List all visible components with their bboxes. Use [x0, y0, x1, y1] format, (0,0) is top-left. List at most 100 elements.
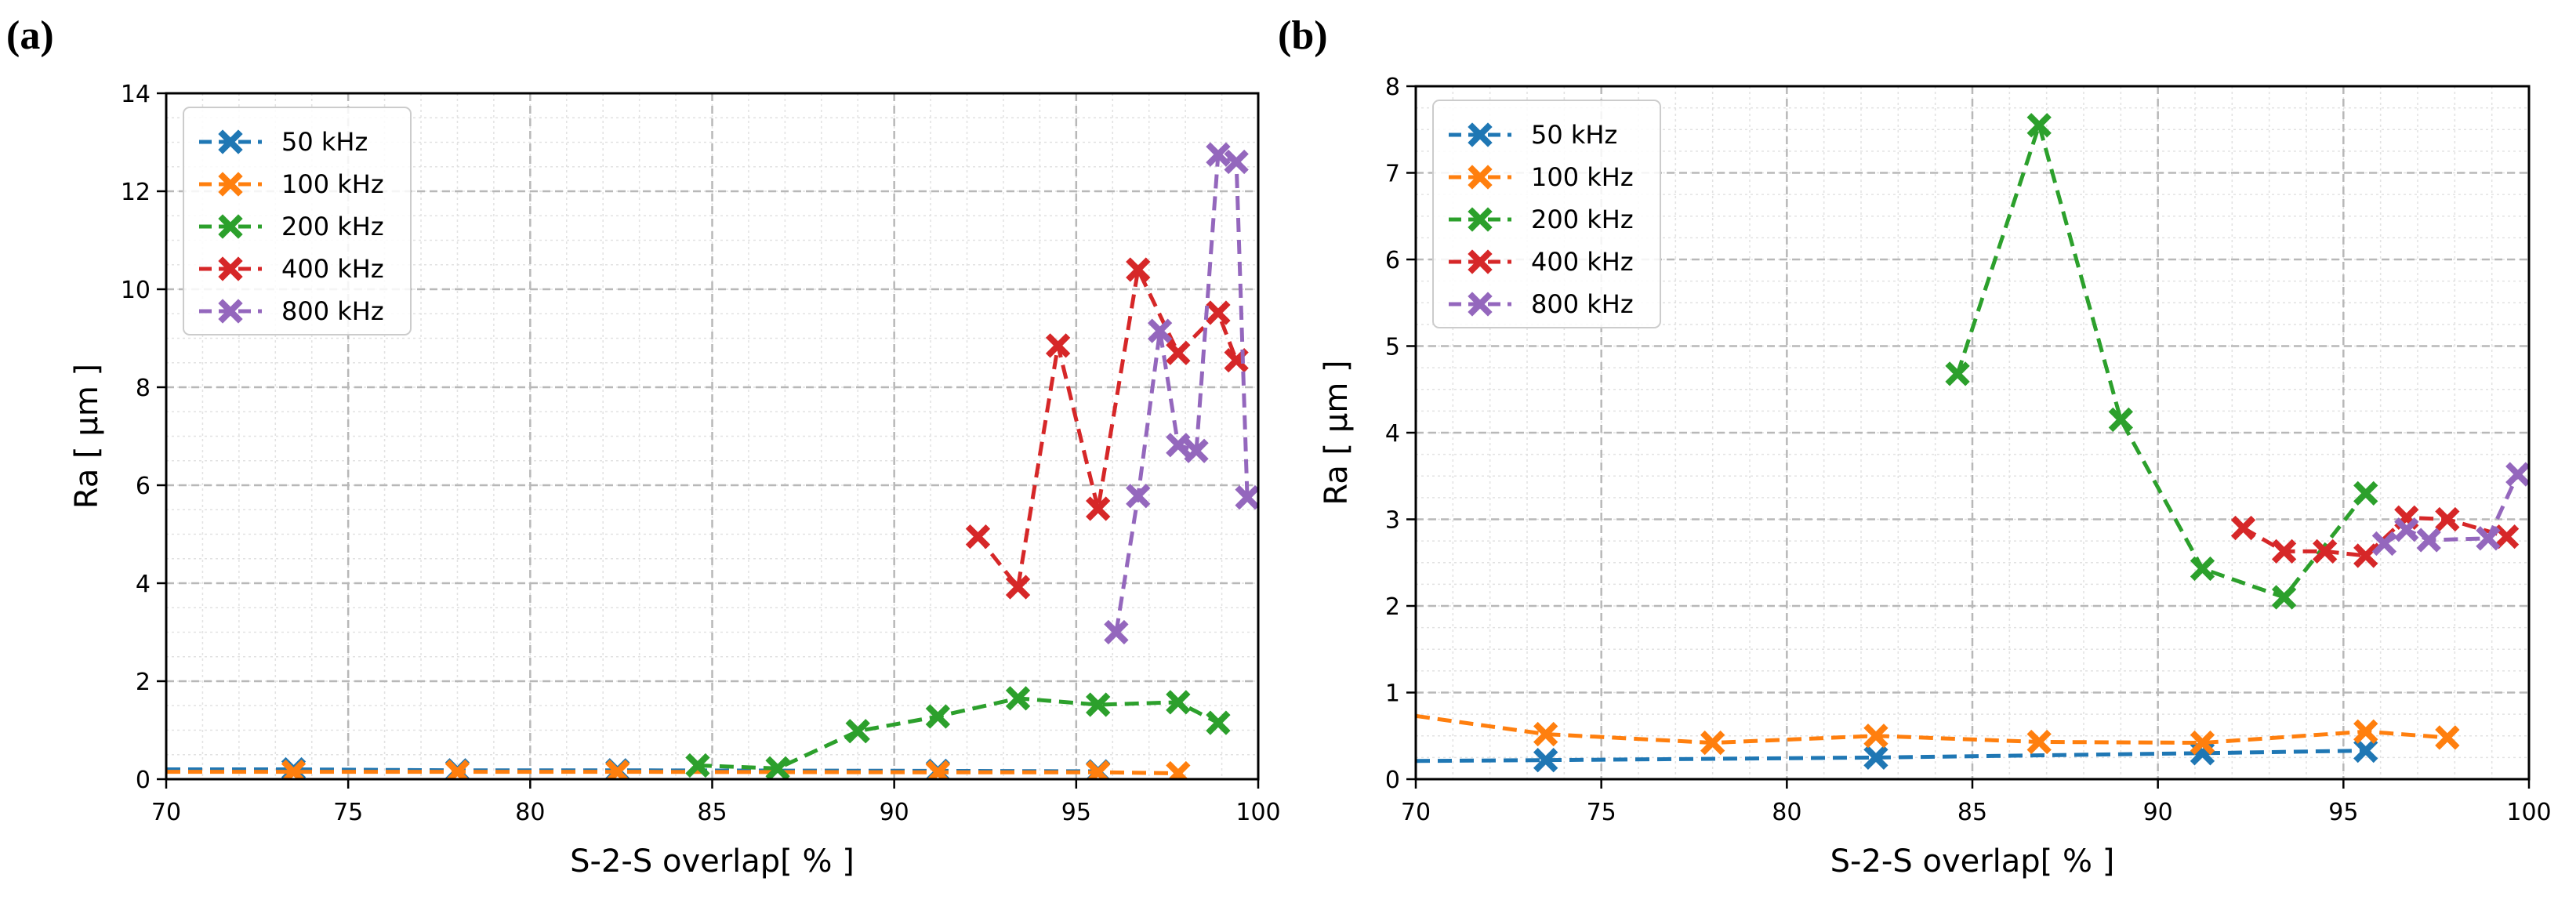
data-point-400-khz	[965, 524, 991, 549]
y-tick-label: 4	[136, 571, 151, 598]
data-point-200-khz	[1086, 692, 1111, 717]
legend-marker	[218, 256, 243, 281]
legend-marker	[1468, 207, 1493, 232]
legend-label: 200 kHz	[1531, 205, 1634, 234]
data-point-800-khz	[1104, 619, 1129, 645]
legend-label: 400 kHz	[1531, 247, 1634, 277]
series-line-50-khz	[1416, 749, 2366, 763]
data-point-200-khz	[1206, 710, 1231, 735]
legend-label: 800 kHz	[281, 296, 384, 326]
panel-a: 70 75 80 85 90 95 100 0 2 4 6 8 10 12 14 50 kHz 100 kHz 2…	[6, 13, 1281, 880]
data-point-400-khz	[1005, 575, 1031, 600]
data-point-200-khz	[2353, 481, 2378, 506]
y-tick-label: 14	[121, 81, 151, 108]
data-point-800-khz	[1235, 484, 1258, 510]
axes-frame	[1414, 85, 2531, 781]
data-point-200-khz	[2108, 407, 2133, 433]
series-line-100-khz	[166, 770, 1178, 775]
legend-label: 50 kHz	[1531, 120, 1617, 150]
data-point-800-khz	[1184, 438, 1209, 463]
y-tick-label: 2	[136, 669, 151, 696]
data-point-200-khz	[2190, 556, 2215, 582]
legend-marker	[1468, 165, 1493, 190]
data-point-200-khz	[2026, 113, 2052, 138]
x-tick-label: 95	[1061, 799, 1091, 826]
y-tick-label: 5	[1385, 334, 1400, 361]
y-tick-label: 7	[1385, 161, 1400, 188]
panel-label: (a)	[6, 13, 54, 58]
data-point-100-khz	[444, 759, 470, 779]
data-point-100-khz	[605, 759, 630, 779]
legend-label: 100 kHz	[1531, 162, 1634, 192]
x-tick-label: 80	[515, 799, 545, 826]
data-point-200-khz	[685, 753, 710, 778]
data-point-400-khz	[2271, 539, 2297, 564]
legend-marker	[1468, 292, 1493, 317]
data-point-800-khz	[1224, 149, 1249, 175]
axes-frame	[165, 92, 1260, 781]
legend-label: 200 kHz	[281, 212, 384, 241]
data-point-400-khz	[2313, 539, 2338, 564]
x-tick-label: 75	[1587, 799, 1616, 826]
x-axis-label: S-2-S overlap[ % ]	[1830, 843, 2115, 880]
x-tick-label: 90	[2143, 799, 2173, 826]
series-group	[1416, 113, 2529, 773]
data-point-400-khz	[2230, 515, 2256, 541]
x-tick-label: 95	[2328, 799, 2358, 826]
x-tick-label: 85	[1957, 799, 1987, 826]
legend-label: 800 kHz	[1531, 289, 1634, 319]
legend-label: 400 kHz	[281, 254, 384, 284]
series-group	[166, 142, 1258, 779]
y-tick-label: 10	[121, 277, 151, 304]
data-point-100-khz	[2190, 730, 2215, 756]
y-tick-label: 8	[136, 375, 151, 402]
data-point-100-khz	[2435, 725, 2460, 750]
data-point-100-khz	[1863, 724, 1888, 749]
data-point-400-khz	[1166, 340, 1191, 365]
data-point-800-khz	[2505, 462, 2529, 487]
data-point-400-khz	[1126, 257, 1151, 282]
data-point-400-khz	[2435, 506, 2460, 532]
x-tick-label: 85	[697, 799, 727, 826]
x-tick-label: 80	[1772, 799, 1801, 826]
y-tick-label: 3	[1385, 507, 1400, 535]
x-tick-label: 90	[880, 799, 909, 826]
data-point-800-khz	[1166, 433, 1191, 458]
data-point-800-khz	[2371, 531, 2397, 557]
y-tick-label: 2	[1385, 593, 1400, 621]
legend-label: 50 kHz	[281, 127, 368, 157]
y-tick-label: 12	[121, 179, 151, 206]
series-line-200-khz	[1955, 118, 2367, 600]
series-line-200-khz	[697, 696, 1220, 771]
legend-marker	[218, 299, 243, 324]
panel-label: (b)	[1278, 13, 1328, 58]
y-tick-label: 6	[1385, 247, 1400, 274]
data-point-200-khz	[1005, 686, 1031, 711]
data-point-400-khz	[1045, 333, 1071, 358]
legend-marker	[218, 172, 243, 197]
data-point-50-khz	[1533, 748, 1558, 773]
data-point-800-khz	[1126, 484, 1151, 509]
data-point-100-khz	[1700, 730, 1725, 756]
data-point-200-khz	[845, 719, 870, 744]
data-point-400-khz	[1086, 496, 1111, 521]
legend-marker	[1468, 249, 1493, 274]
data-point-100-khz	[1533, 721, 1558, 747]
x-tick-label: 100	[2506, 799, 2551, 826]
data-point-200-khz	[1945, 361, 1970, 386]
legend-marker	[218, 129, 243, 154]
data-point-200-khz	[2271, 585, 2297, 610]
data-point-800-khz	[1147, 318, 1173, 343]
x-tick-label: 70	[1401, 799, 1431, 826]
data-point-400-khz	[2353, 543, 2378, 568]
data-point-800-khz	[2476, 526, 2501, 551]
data-point-800-khz	[2394, 517, 2419, 542]
data-point-200-khz	[925, 704, 951, 729]
y-axis-label: Ra [ μm ]	[69, 364, 105, 509]
data-point-200-khz	[1166, 690, 1191, 715]
data-point-100-khz	[2353, 719, 2378, 744]
y-tick-label: 6	[136, 473, 151, 500]
panel-b: 70 75 80 85 90 95 100 0 1 2 3 4 5 6 7 8 50 kHz 100 kHz 200…	[1278, 13, 2552, 880]
